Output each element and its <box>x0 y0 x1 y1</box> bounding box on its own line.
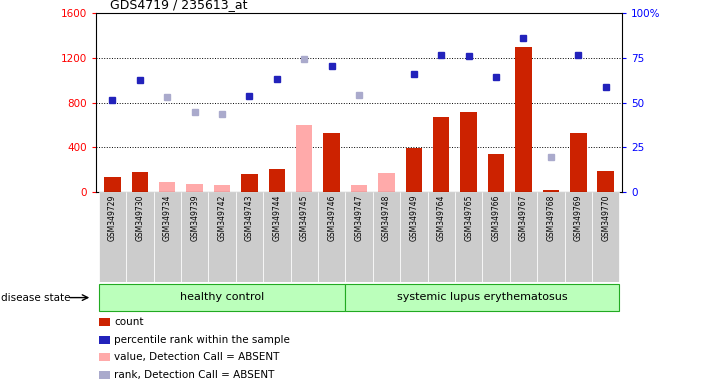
Bar <box>592 192 619 282</box>
Text: count: count <box>114 317 144 327</box>
Text: disease state: disease state <box>1 293 71 303</box>
Bar <box>597 171 614 192</box>
Bar <box>400 192 427 282</box>
Bar <box>99 353 110 361</box>
Bar <box>515 47 532 192</box>
Bar <box>181 192 208 282</box>
Text: GSM349730: GSM349730 <box>135 195 144 241</box>
Text: GSM349745: GSM349745 <box>300 195 309 241</box>
Bar <box>214 185 230 192</box>
FancyBboxPatch shape <box>99 284 346 311</box>
Bar <box>406 149 422 192</box>
Bar <box>433 117 449 192</box>
Text: GSM349769: GSM349769 <box>574 195 583 241</box>
Text: GSM349742: GSM349742 <box>218 195 227 241</box>
Bar <box>488 154 504 192</box>
Text: GSM349734: GSM349734 <box>163 195 172 241</box>
Bar <box>99 318 110 326</box>
Bar <box>186 184 203 192</box>
Text: GSM349770: GSM349770 <box>602 195 610 241</box>
Bar <box>296 125 312 192</box>
Bar <box>565 192 592 282</box>
Bar <box>373 192 400 282</box>
Bar <box>378 173 395 192</box>
Text: GSM349749: GSM349749 <box>410 195 418 241</box>
Text: GSM349729: GSM349729 <box>108 195 117 241</box>
Bar <box>241 174 257 192</box>
Bar <box>427 192 455 282</box>
Bar <box>263 192 291 282</box>
Bar <box>99 371 110 379</box>
Text: GSM349764: GSM349764 <box>437 195 446 241</box>
Bar <box>461 112 477 192</box>
Text: GSM349747: GSM349747 <box>355 195 363 241</box>
Text: GSM349744: GSM349744 <box>272 195 282 241</box>
Text: GSM349765: GSM349765 <box>464 195 473 241</box>
Bar <box>455 192 482 282</box>
Bar <box>269 169 285 192</box>
Text: GSM349746: GSM349746 <box>327 195 336 241</box>
Text: GSM349748: GSM349748 <box>382 195 391 241</box>
Bar <box>126 192 154 282</box>
Text: GSM349767: GSM349767 <box>519 195 528 241</box>
Bar <box>510 192 538 282</box>
Text: value, Detection Call = ABSENT: value, Detection Call = ABSENT <box>114 353 279 362</box>
Bar <box>132 172 148 192</box>
FancyBboxPatch shape <box>346 284 619 311</box>
Bar <box>318 192 346 282</box>
Text: GSM349768: GSM349768 <box>546 195 555 241</box>
Text: GSM349743: GSM349743 <box>245 195 254 241</box>
Bar <box>99 336 110 344</box>
Text: GSM349766: GSM349766 <box>491 195 501 241</box>
Text: systemic lupus erythematosus: systemic lupus erythematosus <box>397 292 567 302</box>
Bar <box>542 190 559 192</box>
Bar <box>99 192 126 282</box>
Bar <box>236 192 263 282</box>
Bar <box>538 192 565 282</box>
Bar <box>570 133 587 192</box>
Text: rank, Detection Call = ABSENT: rank, Detection Call = ABSENT <box>114 370 274 380</box>
Bar <box>346 192 373 282</box>
Bar <box>482 192 510 282</box>
Bar <box>208 192 236 282</box>
Bar <box>154 192 181 282</box>
Text: GDS4719 / 235613_at: GDS4719 / 235613_at <box>110 0 247 12</box>
Text: percentile rank within the sample: percentile rank within the sample <box>114 334 290 344</box>
Bar <box>159 182 176 192</box>
Text: GSM349739: GSM349739 <box>190 195 199 241</box>
Bar <box>351 185 368 192</box>
Text: healthy control: healthy control <box>180 292 264 302</box>
Bar <box>105 177 121 192</box>
Bar <box>291 192 318 282</box>
Bar <box>324 133 340 192</box>
